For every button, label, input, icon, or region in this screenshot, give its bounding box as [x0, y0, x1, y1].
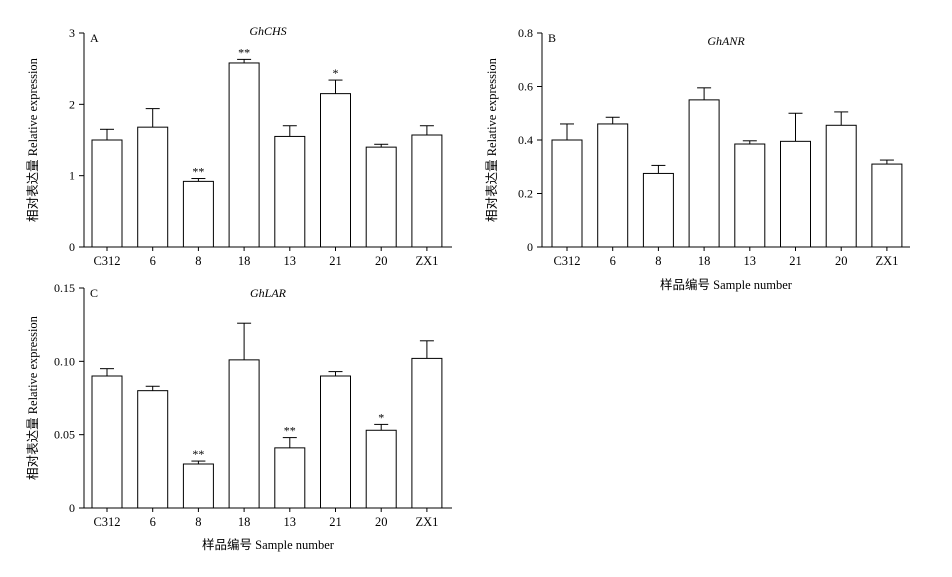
bar — [871, 163, 903, 248]
y-tick-label: 3 — [69, 26, 75, 40]
bar — [137, 126, 169, 248]
chart-title: GhANR — [707, 34, 745, 48]
significance-mark: ** — [192, 165, 204, 179]
x-tick-label: C312 — [553, 254, 580, 268]
x-tick-label: 6 — [150, 515, 156, 529]
bar — [642, 172, 674, 248]
x-tick-label: 21 — [329, 254, 342, 268]
x-tick-label: ZX1 — [875, 254, 898, 268]
bar — [228, 359, 260, 509]
y-tick-label: 0.6 — [518, 80, 533, 94]
y-tick-label: 0.05 — [54, 428, 75, 442]
bar — [182, 463, 214, 509]
y-tick-label: 0 — [527, 240, 533, 254]
x-tick-label: 13 — [284, 515, 297, 529]
x-tick-label: 18 — [238, 515, 251, 529]
chart-panel-c: 0 0.05 0.10 0.15 C312 6 8 ** 18 13 ** 21 20 * ZX1 C GhLA… — [26, 281, 452, 552]
x-tick-label: 20 — [375, 515, 388, 529]
y-tick-label: 0.2 — [518, 187, 533, 201]
y-tick-label: 0.10 — [54, 354, 75, 368]
bar — [551, 139, 583, 248]
x-tick-label: 18 — [698, 254, 711, 268]
significance-mark: ** — [238, 45, 250, 59]
significance-mark: ** — [284, 424, 296, 438]
x-tick-label: C312 — [93, 254, 120, 268]
x-tick-label: 6 — [610, 254, 616, 268]
x-tick-label: 20 — [835, 254, 848, 268]
chart-panel-b: 0 0.2 0.4 0.6 0.8 C312 6 8 18 13 21 20 ZX1 B GhANR 相对表达… — [485, 26, 910, 292]
x-tick-label: 8 — [195, 515, 201, 529]
x-tick-label: 20 — [375, 254, 388, 268]
x-tick-label: 13 — [744, 254, 757, 268]
x-axis-title: 样品编号 Sample number — [202, 537, 335, 552]
bar — [320, 93, 351, 248]
bar — [91, 139, 123, 248]
x-tick-label: ZX1 — [415, 515, 438, 529]
chart-title: GhLAR — [250, 286, 287, 300]
bar — [411, 134, 443, 248]
y-axis-title: 相对表达量 Relative expression — [26, 57, 40, 222]
x-tick-label: 13 — [284, 254, 297, 268]
x-tick-label: 18 — [238, 254, 251, 268]
y-tick-label: 0 — [69, 240, 75, 254]
bar — [365, 429, 397, 509]
bar — [411, 357, 443, 509]
y-tick-label: 0.4 — [518, 133, 533, 147]
panel-label: B — [548, 31, 556, 45]
significance-mark: * — [333, 66, 339, 80]
bar — [274, 447, 306, 509]
x-tick-label: 6 — [150, 254, 156, 268]
significance-mark: ** — [192, 447, 204, 461]
chart-panel-a: 0 1 2 3 C312 6 8 ** 18 ** 13 21 * 20 ZX1 A GhCHS 相对表达量 Re… — [26, 24, 452, 268]
x-tick-label: ZX1 — [415, 254, 438, 268]
y-axis-title: 相对表达量 Relative expression — [485, 57, 499, 222]
bar — [137, 390, 169, 509]
x-tick-label: 8 — [655, 254, 661, 268]
x-tick-label: 21 — [329, 515, 342, 529]
bar — [825, 124, 857, 248]
bar — [274, 135, 306, 248]
bar — [182, 180, 214, 248]
bar — [780, 140, 811, 248]
bar — [734, 143, 766, 248]
chart-title: GhCHS — [249, 24, 286, 38]
x-tick-label: 21 — [789, 254, 802, 268]
y-tick-label: 0 — [69, 501, 75, 515]
y-tick-label: 0.8 — [518, 26, 533, 40]
panel-label: A — [90, 31, 99, 45]
bar — [365, 146, 397, 248]
bar — [91, 375, 123, 509]
y-tick-label: 0.15 — [54, 281, 75, 295]
bar — [597, 123, 629, 248]
x-tick-label: C312 — [93, 515, 120, 529]
bar — [320, 375, 351, 509]
y-axis-title: 相对表达量 Relative expression — [26, 315, 40, 480]
y-tick-label: 1 — [69, 169, 75, 183]
significance-mark: * — [378, 410, 384, 424]
x-axis-title: 样品编号 Sample number — [660, 277, 793, 292]
y-tick-label: 2 — [69, 97, 75, 111]
bar — [688, 99, 720, 248]
bar — [228, 62, 260, 248]
panel-label: C — [90, 286, 98, 300]
x-tick-label: 8 — [195, 254, 201, 268]
